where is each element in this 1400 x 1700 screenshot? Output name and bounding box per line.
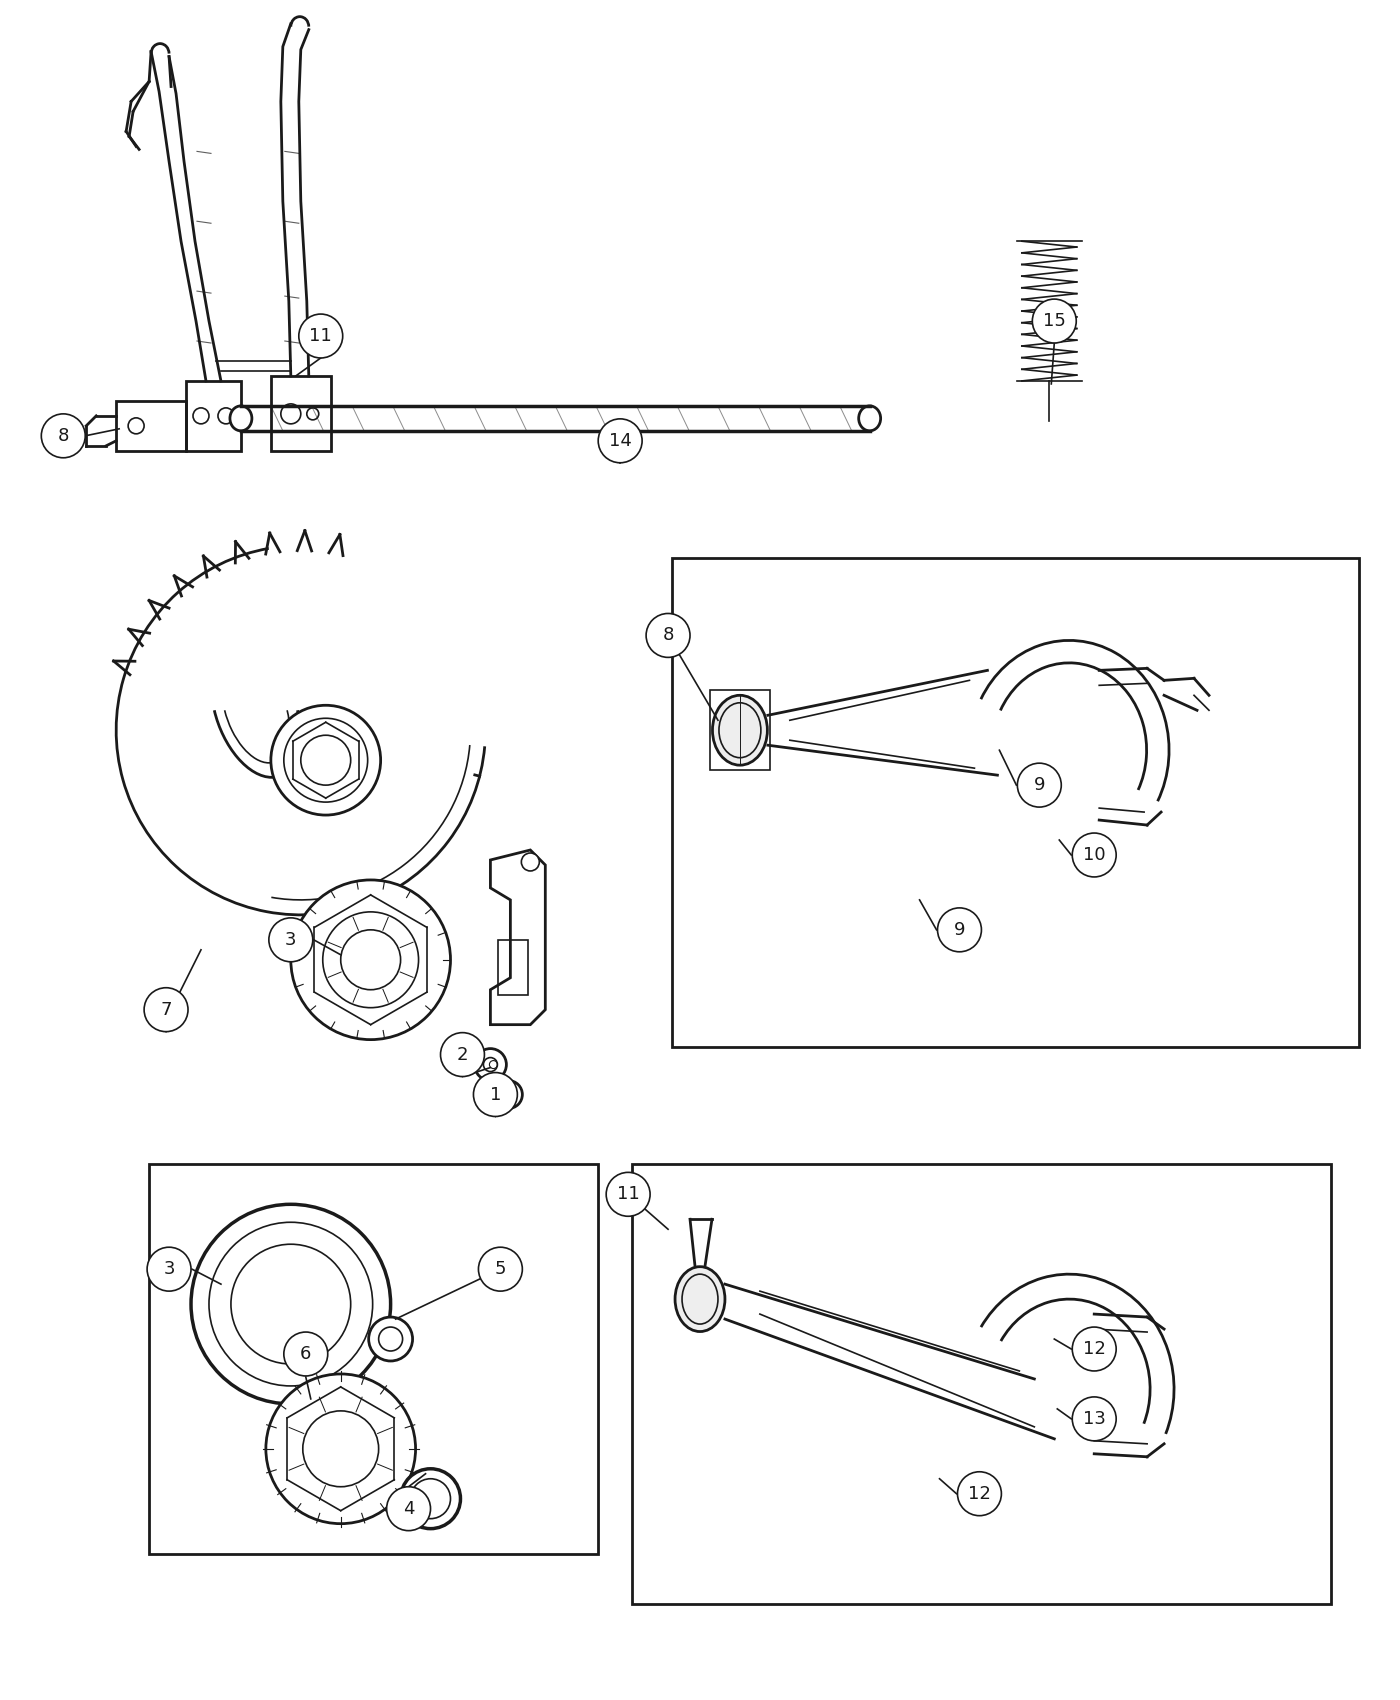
Ellipse shape — [713, 695, 767, 765]
Circle shape — [291, 881, 451, 1040]
Circle shape — [386, 1488, 431, 1530]
Text: 1: 1 — [490, 1086, 501, 1103]
Ellipse shape — [675, 1266, 725, 1331]
Circle shape — [42, 413, 85, 457]
Circle shape — [1072, 1328, 1116, 1370]
Text: 6: 6 — [300, 1345, 311, 1363]
Circle shape — [298, 314, 343, 359]
Ellipse shape — [230, 406, 252, 430]
Text: 9: 9 — [1033, 777, 1044, 794]
Text: 8: 8 — [662, 626, 673, 644]
Ellipse shape — [858, 406, 881, 430]
Bar — [116, 401, 186, 451]
Circle shape — [410, 1479, 451, 1518]
Text: 3: 3 — [286, 932, 297, 949]
Circle shape — [473, 1073, 518, 1117]
Bar — [498, 940, 528, 994]
Circle shape — [938, 908, 981, 952]
Circle shape — [266, 1374, 416, 1523]
Circle shape — [340, 930, 400, 989]
Circle shape — [483, 1057, 497, 1071]
Circle shape — [269, 918, 312, 962]
Bar — [633, 1164, 1331, 1603]
Circle shape — [144, 988, 188, 1032]
Circle shape — [270, 706, 381, 814]
Text: 11: 11 — [617, 1185, 640, 1204]
Bar — [710, 690, 770, 770]
Circle shape — [598, 418, 643, 462]
Circle shape — [479, 1248, 522, 1290]
Circle shape — [231, 1244, 350, 1363]
Circle shape — [1072, 1397, 1116, 1442]
Text: 12: 12 — [1082, 1340, 1106, 1358]
Bar — [148, 1164, 598, 1554]
Text: 10: 10 — [1084, 847, 1106, 864]
Text: 4: 4 — [403, 1499, 414, 1518]
Circle shape — [475, 1049, 507, 1081]
Text: 7: 7 — [161, 1001, 172, 1018]
Text: 15: 15 — [1043, 313, 1065, 330]
Text: 14: 14 — [609, 432, 631, 450]
Bar — [186, 381, 241, 450]
Circle shape — [1072, 833, 1116, 877]
Circle shape — [209, 1222, 372, 1386]
Bar — [270, 376, 330, 450]
Circle shape — [368, 1318, 413, 1362]
Circle shape — [400, 1469, 461, 1528]
Circle shape — [323, 911, 419, 1008]
Circle shape — [958, 1472, 1001, 1516]
Circle shape — [190, 1204, 391, 1404]
Circle shape — [302, 1411, 378, 1488]
Circle shape — [147, 1248, 190, 1290]
Circle shape — [1032, 299, 1077, 343]
Circle shape — [494, 1081, 522, 1108]
Text: 9: 9 — [953, 921, 965, 938]
Text: 8: 8 — [57, 427, 69, 445]
Text: 2: 2 — [456, 1046, 468, 1064]
Text: 12: 12 — [967, 1484, 991, 1503]
Circle shape — [606, 1173, 650, 1216]
Bar — [672, 558, 1358, 1047]
Text: 13: 13 — [1082, 1409, 1106, 1428]
Text: 3: 3 — [164, 1260, 175, 1278]
Circle shape — [441, 1032, 484, 1076]
Circle shape — [284, 1333, 328, 1375]
Circle shape — [647, 614, 690, 658]
Text: 11: 11 — [309, 326, 332, 345]
Circle shape — [521, 853, 539, 870]
Circle shape — [301, 734, 350, 785]
Circle shape — [1018, 763, 1061, 808]
Text: 5: 5 — [494, 1260, 507, 1278]
